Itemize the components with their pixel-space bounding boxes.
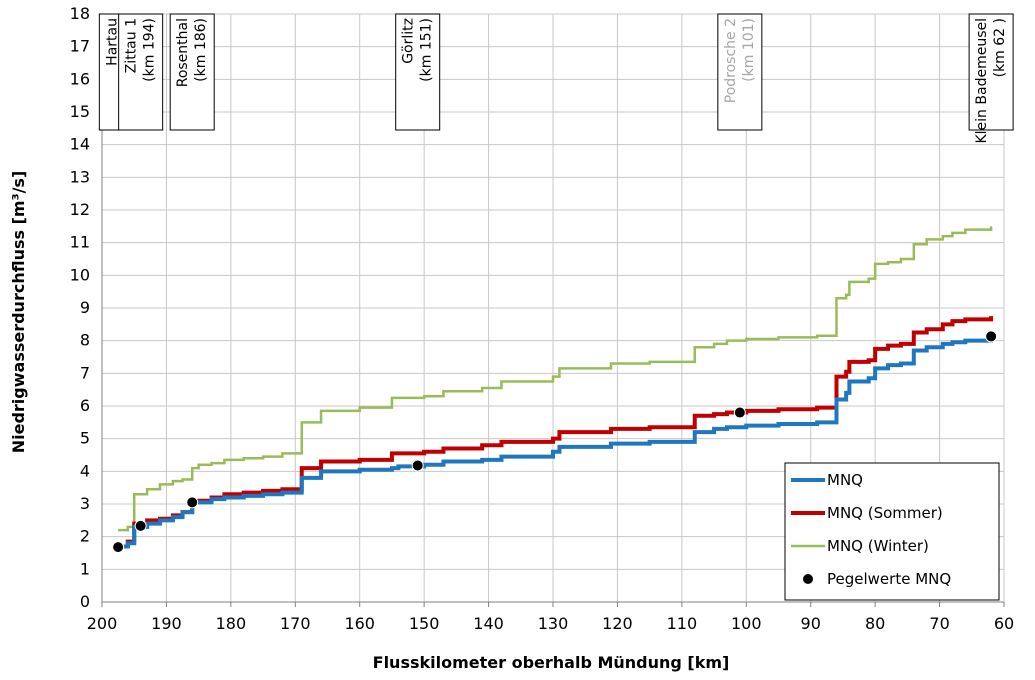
series-line-mnq-winter: [118, 226, 993, 532]
x-axis-title: Flusskilometer oberhalb Mündung [km]: [373, 653, 730, 672]
gauge-label-1: Zittau 1 (km 194): [118, 13, 164, 131]
legend-marker-points: [803, 574, 813, 584]
y-axis-title: Niedrigwasserdurchfluss [m³/s]: [9, 171, 28, 454]
y-tick-label: 12: [70, 200, 90, 219]
y-tick-label: 15: [70, 102, 90, 121]
y-tick-label: 16: [70, 69, 90, 88]
y-tick-label: 11: [70, 233, 90, 252]
legend-label: MNQ (Sommer): [827, 504, 943, 522]
gauge-name: Görlitz: [401, 18, 417, 64]
x-tick-label: 110: [667, 614, 698, 633]
gauge-label-box: [395, 13, 441, 131]
gauge-name: Klein Bademeusel: [974, 18, 990, 144]
y-tick-label: 8: [80, 331, 90, 350]
y-tick-label: 7: [80, 363, 90, 382]
series-line-mnq: [118, 337, 994, 549]
y-tick-label: 1: [80, 559, 90, 578]
legend-label: MNQ: [827, 471, 863, 489]
y-tick-label: 5: [80, 429, 90, 448]
legend-label: MNQ (Winter): [827, 537, 929, 555]
gauge-name: Zittau 1: [124, 18, 140, 73]
gauge-label-3: Görlitz (km 151): [395, 13, 441, 131]
x-tick-label: 100: [731, 614, 762, 633]
x-tick-label: 70: [929, 614, 949, 633]
legend-box: [784, 462, 1000, 601]
x-tick-label: 150: [409, 614, 440, 633]
gauge-label-2: Rosenthal (km 186): [169, 13, 215, 131]
x-tick-label: 170: [280, 614, 311, 633]
gauge-name: Rosenthal: [175, 18, 191, 87]
legend: MNQ MNQ (Sommer) MNQ (Winter) Pegelwerte MN…: [784, 462, 1000, 601]
gauge-km: (km 186): [193, 18, 209, 82]
gauge-label-box: [169, 13, 215, 131]
gauge-label-box: [968, 13, 1014, 131]
x-tick-label: 60: [994, 614, 1014, 633]
gauge-km: (km 151): [419, 18, 435, 82]
gauge-point: [186, 496, 199, 509]
y-tick-label: 6: [80, 396, 90, 415]
y-tick-label: 18: [70, 4, 90, 23]
x-tick-label: 80: [865, 614, 885, 633]
gauge-point: [985, 330, 998, 343]
y-tick-label: 0: [80, 592, 90, 611]
gauge-km: (km 62 ): [992, 18, 1008, 77]
y-tick-label: 3: [80, 494, 90, 513]
x-tick-label: 180: [216, 614, 247, 633]
y-tick-label: 4: [80, 461, 90, 480]
gauge-point: [134, 519, 147, 532]
x-tick-label: 90: [801, 614, 821, 633]
points-layer: [112, 330, 998, 554]
gauge-point: [411, 459, 424, 472]
y-tick-label: 10: [70, 265, 90, 284]
x-tick-label: 160: [344, 614, 375, 633]
y-tick-label: 13: [70, 167, 90, 186]
y-tick-label: 9: [80, 298, 90, 317]
gauge-km: (km 101): [741, 18, 757, 82]
gauge-name: Podrosche 2: [723, 18, 739, 103]
grid: [101, 13, 1005, 603]
series-layer: [118, 226, 994, 549]
x-tick-label: 190: [151, 614, 182, 633]
gauge-label-box: [717, 13, 763, 131]
gauge-point: [733, 406, 746, 419]
x-tick-label: 120: [602, 614, 633, 633]
gauge-point: [112, 541, 125, 554]
y-tick-label: 2: [80, 527, 90, 546]
gauge-annotations: Hartau(km 197)Zittau 1(km 194)Rosenthal(…: [98, 13, 1014, 144]
y-tick-label: 14: [70, 135, 90, 154]
gauge-label-5: Klein Bademeusel (km 62 ): [968, 13, 1014, 144]
gauge-km: (km 194): [142, 18, 158, 82]
y-tick-label: 17: [70, 37, 90, 56]
x-tick-label: 200: [87, 614, 118, 633]
legend-label: Pegelwerte MNQ: [827, 570, 951, 588]
gauge-label-4: Podrosche 2 (km 101): [717, 13, 763, 131]
x-tick-label: 130: [538, 614, 569, 633]
gauge-label-box: [118, 13, 164, 131]
gauge-name: Hartau: [104, 18, 120, 66]
x-tick-label: 140: [473, 614, 504, 633]
